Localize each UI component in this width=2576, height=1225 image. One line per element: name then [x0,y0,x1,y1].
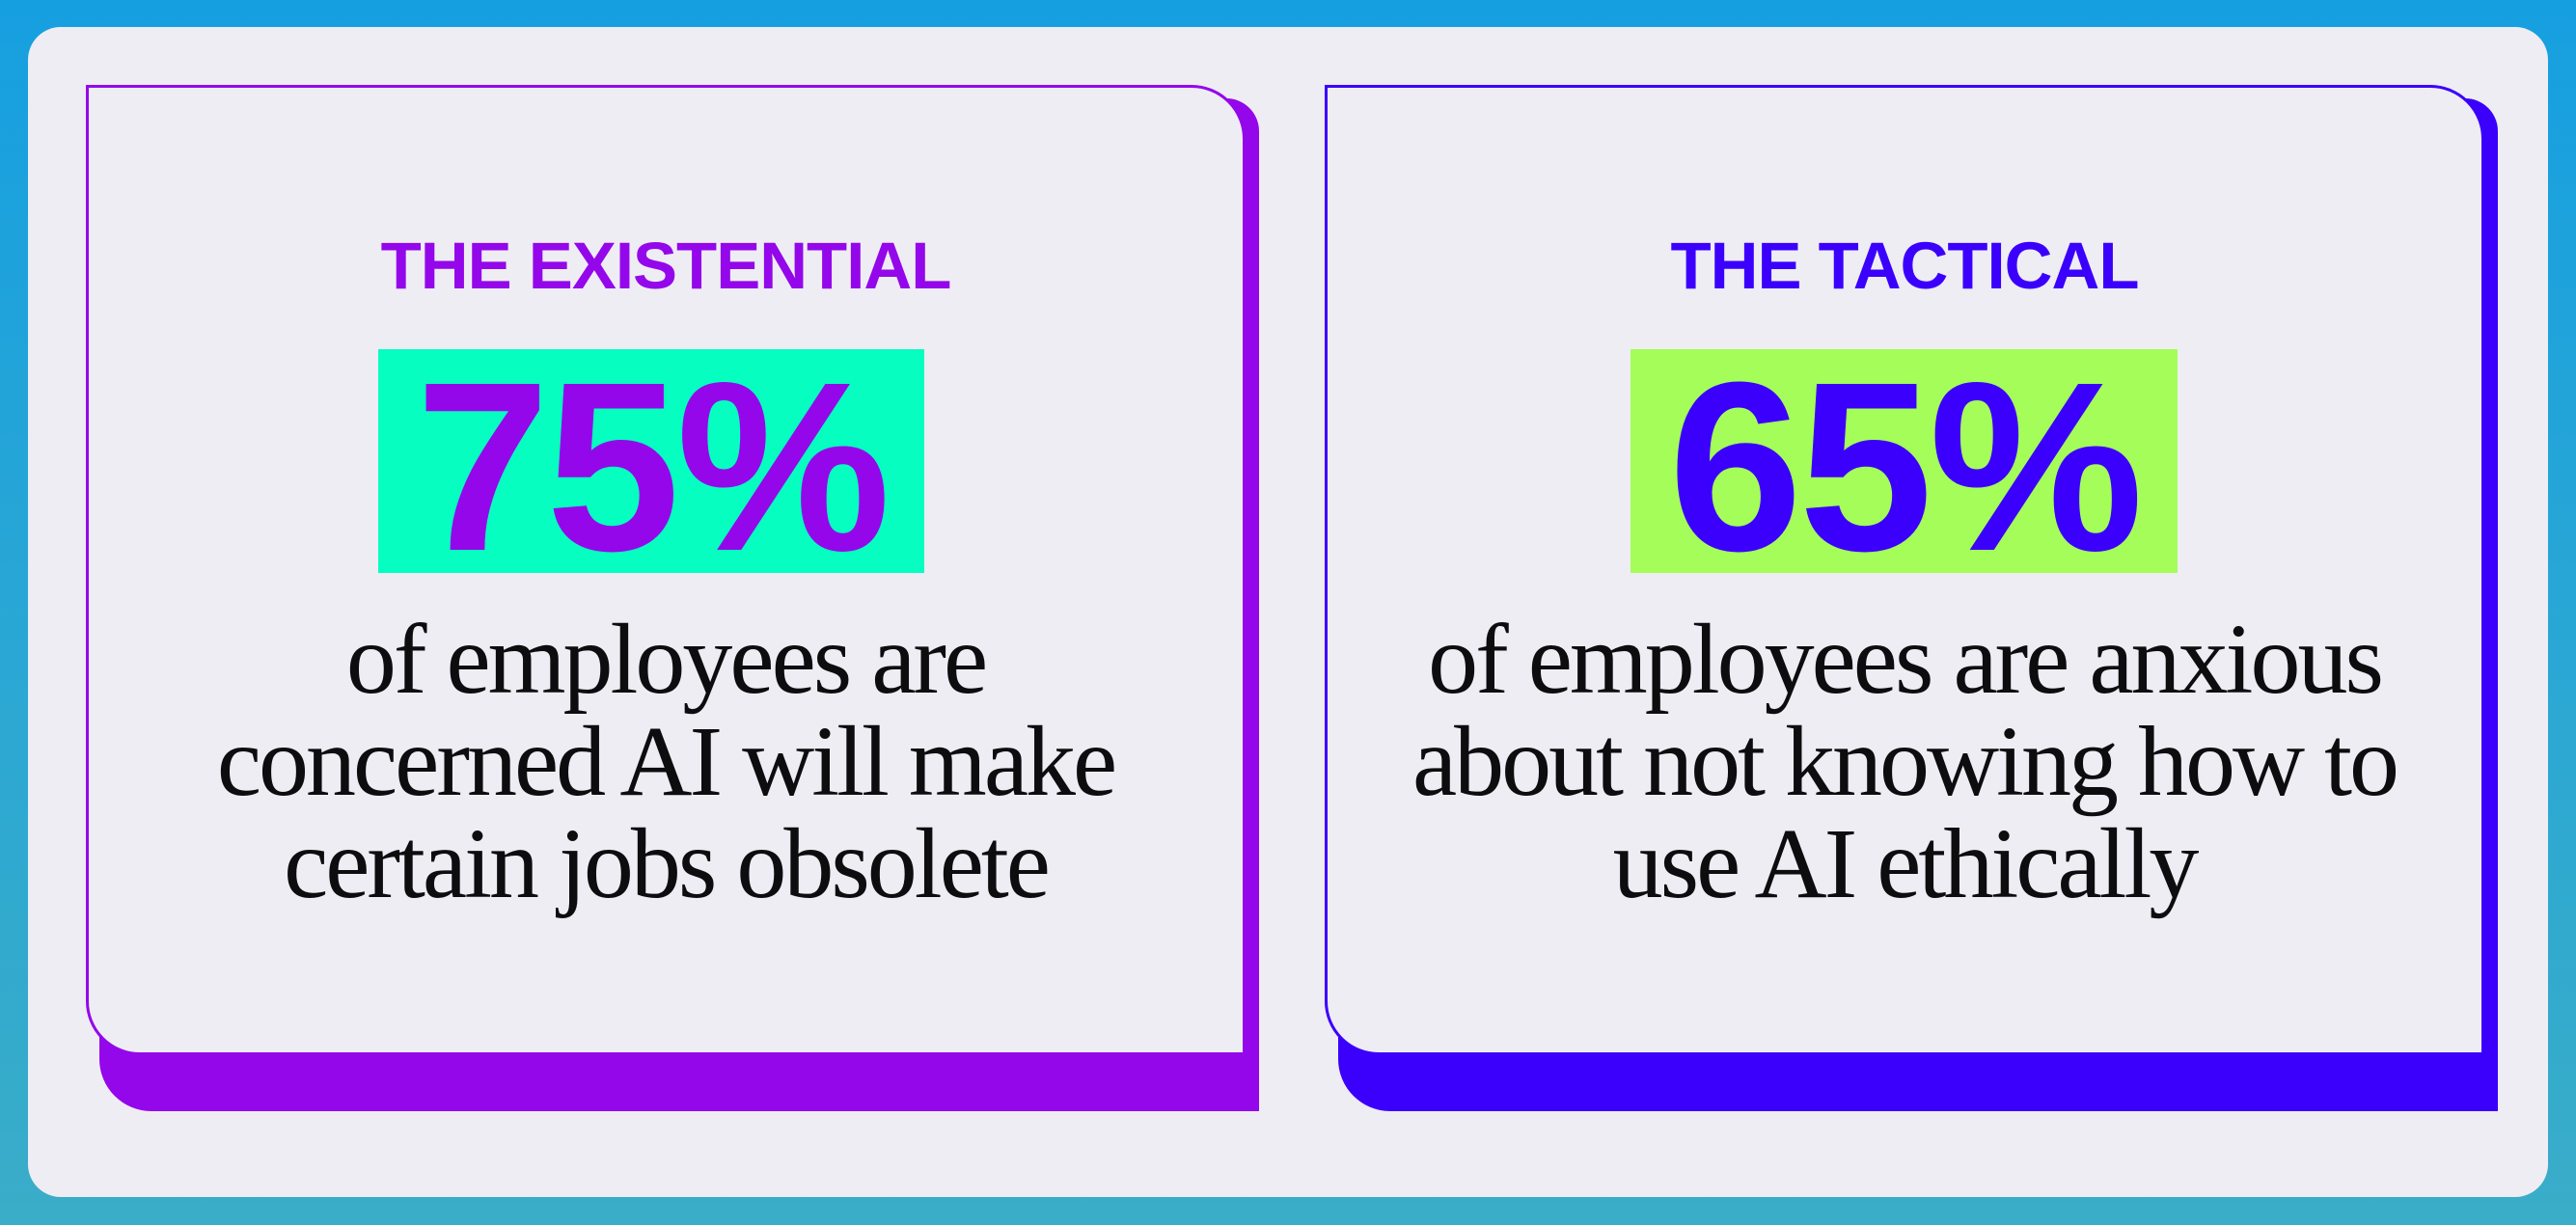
stat-value: 75% [415,332,891,601]
stat-highlight: 65% [1631,346,2178,587]
stat-value: 65% [1668,332,2143,601]
card-label: THE EXISTENTIAL [380,229,952,303]
stat-card-tactical: THE TACTICAL 65% of employees are anxiou… [1325,85,2498,1111]
stat-card-existential: THE EXISTENTIAL 75% of employees are con… [86,85,1259,1111]
card-body: THE EXISTENTIAL 75% of employees are con… [86,85,1246,1055]
stat-description: of employees are concerned AI will make … [216,604,1117,919]
stat-highlight: 75% [378,346,924,587]
card-label: THE TACTICAL [1670,229,2140,303]
card-body: THE TACTICAL 65% of employees are anxiou… [1325,85,2484,1055]
content-panel: THE EXISTENTIAL 75% of employees are con… [28,27,2548,1197]
stat-description: of employees are anxious about not knowi… [1412,604,2399,919]
